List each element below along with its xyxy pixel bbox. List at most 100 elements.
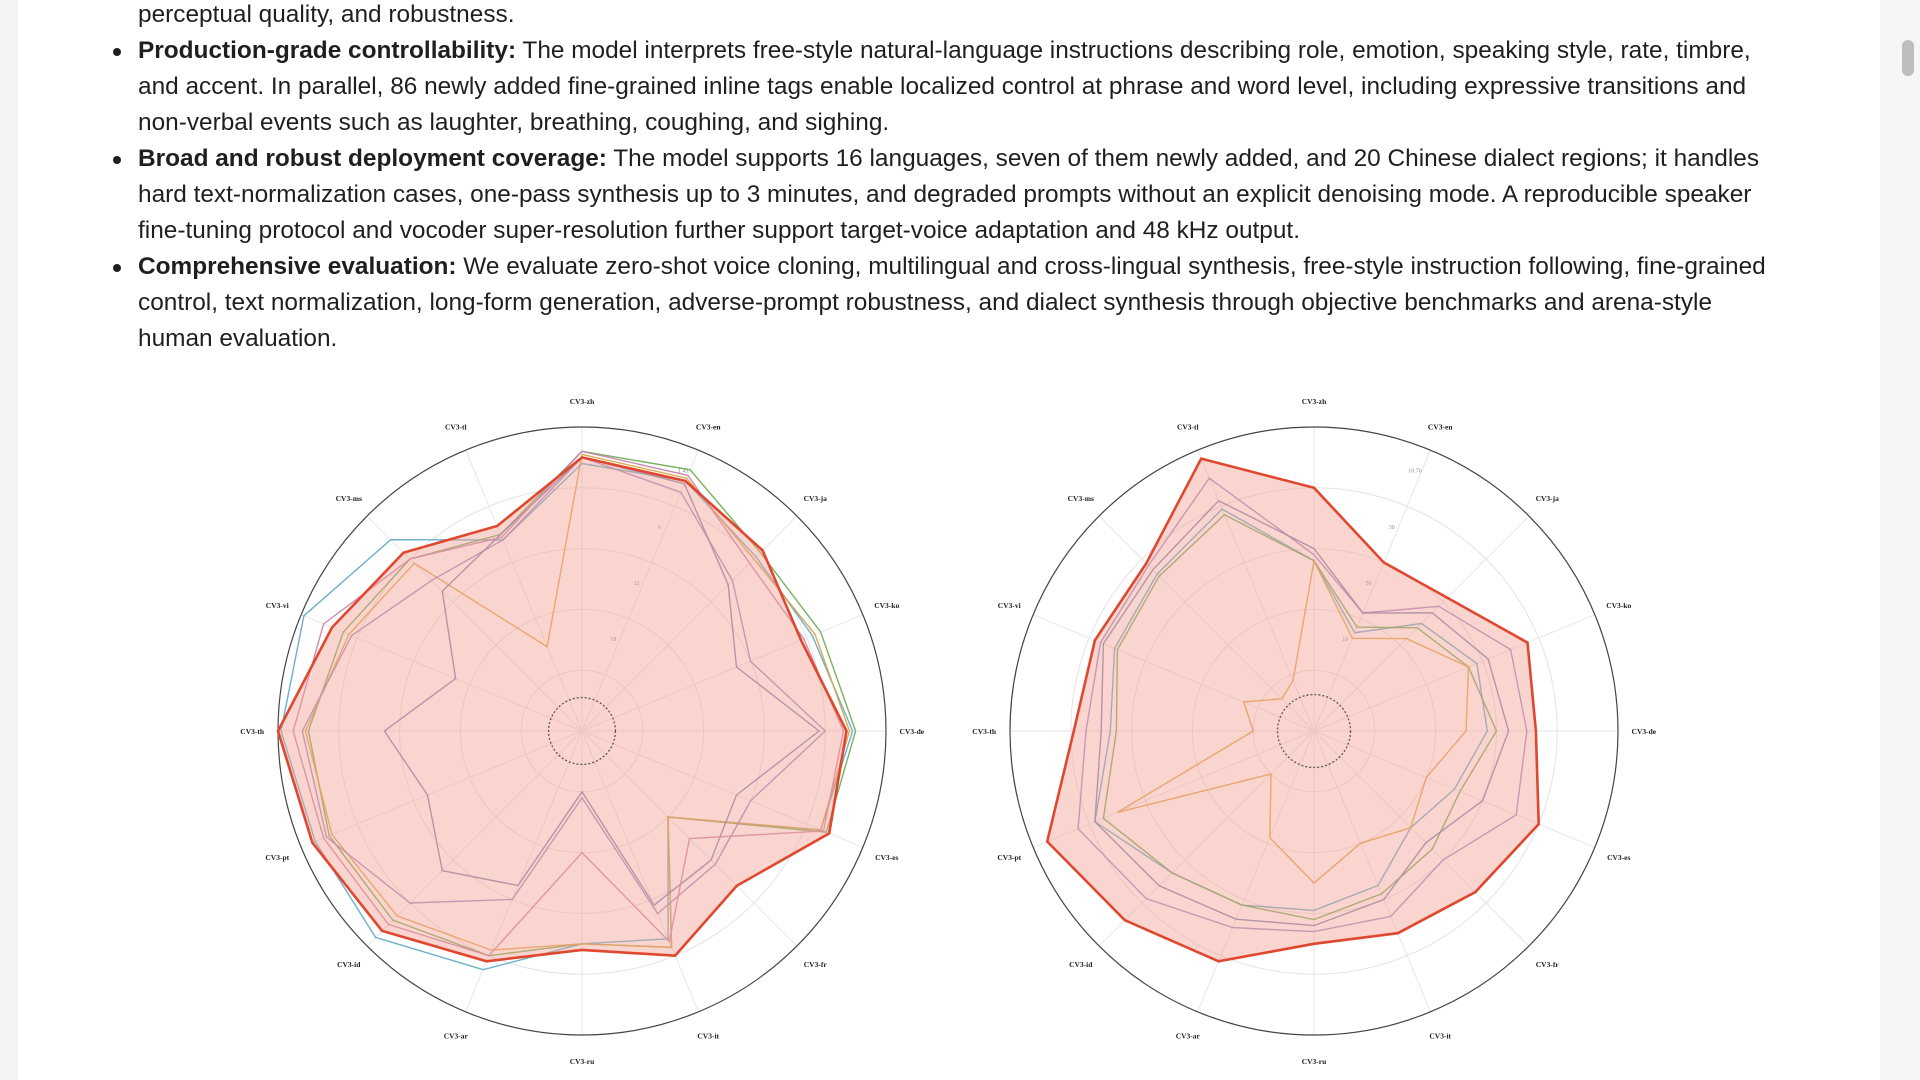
document-page [18,0,1880,1080]
series-line [1102,513,1498,921]
axis-spoke [1098,730,1315,947]
axis-spoke [300,614,583,732]
series-ours-area [1045,457,1541,963]
axis-spoke [1197,730,1315,1013]
axis-label: CV3-pt [265,853,289,862]
axis-label: CV3-de [1632,727,1657,736]
axis-label: CV3-ms [1068,494,1094,503]
bullet-text: The model interprets free-style natural-… [516,37,1751,64]
ring-tick-label: 10.76 [1408,469,1422,475]
axis-spoke [1313,614,1596,732]
ring-tick-label: 50 [1365,581,1371,587]
axis-label: CV3-th [240,727,265,736]
series-line [1094,499,1510,927]
ring-tick-label: 18 [610,637,616,643]
bullet-dot [113,264,121,272]
axis-label: CV3-ar [444,1032,469,1041]
axis-label: CV3-ms [336,494,362,503]
axis-spoke [1098,515,1315,732]
radar-chart-left: 1.45 6 12 18 CV3-zh CV3-en CV3-ja CV3-ko CV3-de C… [240,397,925,1066]
axis-label: CV3-es [875,853,898,862]
axis-label: CV3-tl [1177,422,1199,431]
ring-tick-label: 30 [1389,525,1395,531]
axis-label: CV3-ja [804,494,828,503]
bullet-text: and accent. In parallel, 86 newly added … [138,73,1747,100]
series-line [292,450,845,957]
axis-label: CV3-zh [570,397,595,406]
bullet-text: fine-tuning protocol and vocoder super-r… [138,217,1300,244]
ring-tick-label: 1.45 [678,469,689,475]
axis-spoke [1313,449,1431,732]
bullet-text: control, text normalization, long-form g… [138,289,1713,316]
bullet-text: non-verbal events such as laughter, brea… [138,109,890,136]
axis-spoke [581,449,699,732]
list-item: Production-grade controllability: The mo… [113,33,1798,141]
bullet-text: hard text-normalization cases, one-pass … [138,181,1752,208]
axis-spoke [581,730,699,1013]
series-line [383,456,821,907]
axis-spoke [581,614,864,732]
axis-label: CV3-ja [1536,494,1560,503]
series-line [301,456,827,915]
series-line [1077,477,1528,933]
axis-label: CV3-ar [1176,1032,1201,1041]
axis-spoke [1313,730,1530,947]
scrollbar-thumb[interactable] [1902,40,1914,76]
bullet-text: We evaluate zero-shot voice cloning, mul… [456,253,1766,280]
axis-label: CV3-de [900,727,925,736]
list-item: Broad and robust deployment coverage: Th… [113,141,1798,249]
series-line [1094,508,1489,912]
intro-tail-text: perceptual quality, and robustness. [138,1,515,28]
scrollbar-track[interactable] [1880,0,1920,1080]
axis-spoke [1197,449,1315,732]
inner-dotted-circle [1276,693,1352,769]
axis-spoke [300,730,583,848]
bullet-dot [113,156,121,164]
axis-label: CV3-zh [1302,397,1327,406]
axis-label: CV3-ru [570,1057,595,1066]
outer-circle [1009,426,1619,1036]
axis-spoke [366,730,583,947]
inner-dotted-circle [547,696,617,766]
series-line [304,453,851,951]
axis-label: CV3-tl [445,422,467,431]
axis-spoke [1032,614,1315,732]
axis-label: CV3-fr [804,960,828,969]
axis-label: CV3-id [337,960,361,969]
axis-label: CV3-id [1069,960,1093,969]
axis-label: CV3-it [1429,1032,1451,1041]
axis-label: CV3-ru [1302,1057,1327,1066]
axis-label: CV3-ko [1606,601,1631,610]
axis-label: CV3-fr [1536,960,1560,969]
axis-label: CV3-th [972,727,997,736]
ring-tick-label: 10 [1342,637,1348,643]
list-item: Comprehensive evaluation: We evaluate ze… [113,249,1798,357]
axis-spoke [1313,730,1431,1013]
series-line [1117,558,1470,884]
axis-label: CV3-vi [998,601,1021,610]
axis-label: CV3-es [1607,853,1630,862]
bullet-dot [113,48,121,56]
contribution-list: Production-grade controllability: The mo… [113,33,1798,357]
ring-tick-label: 12 [633,581,639,587]
axis-label: CV3-vi [266,601,289,610]
axis-spoke [581,515,798,732]
series-ours-area [276,455,848,963]
bullet-lead: Production-grade controllability: [138,37,517,64]
radar-chart-right: 10.76 30 50 10 CV3-zh CV3-en CV3-ja CV3-ko CV3-d… [972,397,1657,1066]
bullet-lead: Comprehensive evaluation: [138,253,457,280]
axis-spoke [1032,730,1315,848]
ring-tick-label: 6 [658,525,661,531]
bullet-text: The model supports 16 languages, seven o… [606,145,1760,172]
axis-label: CV3-it [697,1032,719,1041]
bullet-lead: Broad and robust deployment coverage: [138,145,607,172]
bullet-text: human evaluation. [138,325,338,352]
axis-spoke [465,449,583,732]
axis-label: CV3-en [1428,422,1453,431]
axis-label: CV3-en [696,422,721,431]
axis-label: CV3-ko [874,601,899,610]
radar-figure: 1.45 6 12 18 CV3-zh CV3-en CV3-ja CV3-ko CV3-de C… [240,397,1657,1066]
axis-spoke [581,730,864,848]
axis-spoke [465,730,583,1013]
axis-label: CV3-pt [997,853,1021,862]
